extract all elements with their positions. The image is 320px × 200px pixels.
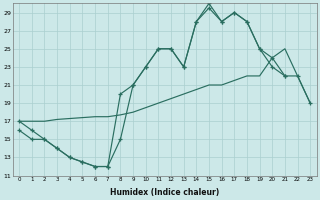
X-axis label: Humidex (Indice chaleur): Humidex (Indice chaleur) — [110, 188, 219, 197]
